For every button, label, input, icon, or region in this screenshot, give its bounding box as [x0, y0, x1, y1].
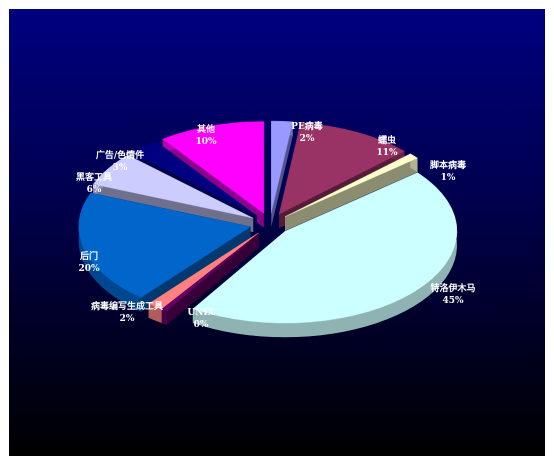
label-hacker-tools: 黑客工具 6%	[76, 172, 112, 196]
slice-rim	[148, 303, 167, 325]
slice-label: PE病毒	[291, 122, 323, 132]
slice-wall	[271, 121, 293, 228]
slice-label: 后门	[79, 252, 99, 262]
label-pe-virus: PE病毒 2%	[291, 121, 323, 145]
slice-label: 特洛伊木马	[430, 284, 476, 294]
slice-value: 3%	[112, 163, 128, 173]
slice-rim	[161, 309, 167, 325]
slice-label: 广告/色情件	[95, 151, 145, 161]
label-script-virus: 脚本病毒 1%	[430, 160, 466, 184]
pie-slice	[271, 120, 294, 228]
slice-top	[284, 153, 419, 217]
slice-value: 2%	[119, 314, 135, 324]
label-unix: UNIX 0%	[187, 307, 214, 331]
pie-slice	[78, 192, 252, 312]
slice-value: 20%	[78, 264, 100, 274]
label-other: 其他 10%	[195, 124, 216, 148]
slice-value: 2%	[299, 134, 315, 144]
slice-top	[130, 141, 257, 216]
slice-value: 0%	[193, 320, 209, 330]
label-trojan: 特洛伊木马 45%	[430, 283, 475, 307]
slice-top	[161, 232, 260, 312]
label-backdoor: 后门 20%	[78, 251, 99, 275]
pie-slice	[161, 232, 260, 325]
slice-top	[78, 192, 252, 298]
slice-top	[271, 120, 294, 214]
slice-label: 黑客工具	[75, 173, 113, 183]
slice-label: 其他	[196, 125, 216, 135]
slice-label: 脚本病毒	[429, 161, 467, 171]
slice-top	[162, 121, 265, 215]
slice-wall	[161, 233, 259, 324]
slice-wall	[140, 226, 251, 312]
slice-top	[92, 154, 254, 219]
label-virus-generator: 病毒编写生成工具 2%	[91, 301, 163, 325]
slice-value: 6%	[86, 185, 102, 195]
slice-value: 10%	[195, 137, 217, 147]
slice-wall	[285, 158, 418, 231]
slice-value: 11%	[376, 148, 398, 158]
slice-value: 1%	[440, 173, 456, 183]
pie-slice	[284, 153, 419, 231]
slice-label: UNIX	[187, 308, 215, 318]
slice-label: 蠕虫	[377, 136, 397, 146]
slice-top	[278, 122, 405, 215]
label-adware: 广告/色情件 3%	[96, 150, 144, 174]
pie-slice	[192, 172, 458, 338]
slice-value: 45%	[442, 296, 464, 306]
label-worm: 蠕虫 11%	[376, 135, 397, 159]
slice-top	[192, 172, 458, 324]
slice-label: 病毒编写生成工具	[90, 302, 164, 312]
